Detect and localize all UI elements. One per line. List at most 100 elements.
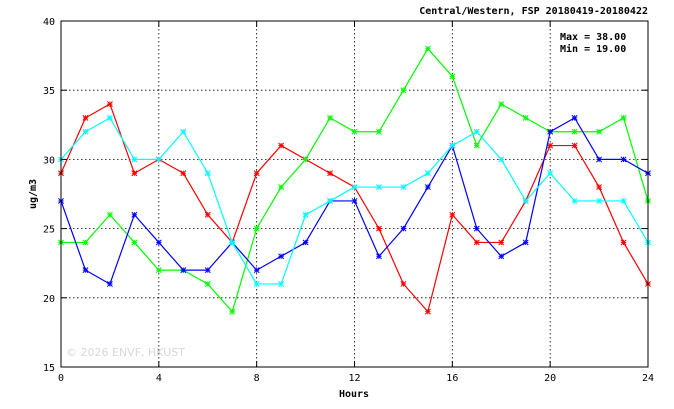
data-point bbox=[571, 114, 578, 121]
data-point bbox=[278, 142, 285, 149]
stat-min: Min = 19.00 bbox=[560, 43, 626, 55]
data-point bbox=[82, 128, 89, 135]
chart-title: Central/Western, FSP 20180419-20180422 bbox=[419, 6, 648, 17]
x-tick-label: 0 bbox=[58, 373, 64, 384]
stat-max: Max = 38.00 bbox=[560, 32, 626, 43]
data-point bbox=[473, 225, 480, 232]
data-point bbox=[155, 156, 162, 163]
data-point bbox=[278, 253, 285, 260]
data-point bbox=[449, 211, 456, 218]
data-point bbox=[547, 170, 554, 177]
data-point bbox=[253, 281, 260, 287]
x-tick-label: 20 bbox=[544, 373, 556, 384]
x-tick-label: 8 bbox=[254, 373, 260, 384]
data-point bbox=[106, 114, 113, 121]
data-point bbox=[571, 142, 578, 149]
data-point bbox=[596, 184, 603, 191]
data-point bbox=[302, 211, 309, 218]
data-point bbox=[522, 197, 529, 204]
data-point bbox=[155, 239, 162, 246]
y-tick-label: 30 bbox=[43, 155, 55, 166]
data-point bbox=[253, 267, 260, 274]
data-point bbox=[229, 239, 236, 246]
data-point bbox=[131, 211, 138, 218]
series-1 bbox=[58, 45, 651, 315]
data-point bbox=[498, 253, 505, 260]
data-point bbox=[155, 267, 162, 274]
data-point bbox=[180, 128, 187, 135]
data-point bbox=[351, 128, 358, 135]
y-axis-label: ug/m3 bbox=[28, 179, 39, 209]
data-point bbox=[302, 239, 309, 246]
y-tick-label: 20 bbox=[43, 294, 55, 305]
x-tick-label: 4 bbox=[156, 373, 162, 384]
axis-ticks: 0 4 8 12 16 20 24 15 20 25 30 35 40 bbox=[43, 17, 654, 384]
data-point bbox=[204, 281, 211, 287]
data-point bbox=[82, 267, 89, 274]
data-point bbox=[131, 239, 138, 246]
data-point bbox=[620, 114, 627, 121]
data-point bbox=[473, 142, 480, 149]
data-point bbox=[400, 87, 407, 94]
y-tick-label: 25 bbox=[43, 225, 55, 236]
x-axis-label: Hours bbox=[339, 389, 369, 400]
series-line bbox=[60, 103, 649, 313]
data-point bbox=[620, 197, 627, 204]
data-point bbox=[424, 184, 431, 191]
data-point bbox=[424, 45, 431, 52]
data-point bbox=[82, 114, 89, 121]
data-point bbox=[400, 281, 407, 287]
data-point bbox=[351, 197, 358, 204]
x-tick-label: 16 bbox=[446, 373, 458, 384]
series-layer bbox=[58, 45, 651, 315]
data-point bbox=[376, 128, 382, 135]
data-point bbox=[278, 184, 285, 191]
data-point bbox=[180, 170, 187, 177]
series-line bbox=[61, 47, 649, 313]
data-point bbox=[180, 267, 187, 274]
data-point bbox=[449, 73, 456, 80]
y-tick-label: 15 bbox=[43, 363, 55, 374]
watermark: © 2026 ENVF, HKUST bbox=[66, 346, 185, 359]
data-point bbox=[424, 170, 431, 177]
data-point bbox=[106, 281, 113, 287]
data-point bbox=[204, 267, 211, 274]
data-point bbox=[204, 211, 211, 218]
data-point bbox=[106, 101, 113, 107]
data-point bbox=[522, 239, 529, 246]
data-point bbox=[327, 197, 333, 204]
data-point bbox=[498, 239, 505, 246]
data-point bbox=[424, 308, 431, 315]
data-point bbox=[547, 142, 554, 149]
data-point bbox=[596, 197, 603, 204]
data-point bbox=[106, 211, 113, 218]
data-point bbox=[253, 225, 260, 232]
data-point bbox=[302, 156, 309, 163]
series-2 bbox=[58, 114, 651, 287]
data-point bbox=[351, 184, 358, 191]
data-point bbox=[131, 156, 138, 163]
y-tick-label: 35 bbox=[43, 86, 55, 97]
data-point bbox=[376, 253, 382, 260]
data-point bbox=[473, 128, 480, 135]
data-point bbox=[400, 225, 407, 232]
x-tick-label: 12 bbox=[348, 373, 360, 384]
data-point bbox=[547, 128, 554, 135]
data-point bbox=[620, 239, 627, 246]
data-point bbox=[327, 170, 333, 177]
data-point bbox=[82, 239, 89, 246]
data-point bbox=[596, 156, 603, 163]
data-point bbox=[498, 101, 505, 107]
data-point bbox=[376, 184, 382, 191]
data-point bbox=[571, 197, 578, 204]
data-point bbox=[498, 156, 505, 163]
data-point bbox=[229, 308, 236, 315]
data-point bbox=[522, 114, 529, 121]
data-point bbox=[204, 170, 211, 177]
data-point bbox=[571, 128, 578, 135]
data-point bbox=[278, 281, 285, 287]
data-point bbox=[327, 114, 333, 121]
data-point bbox=[449, 142, 456, 149]
